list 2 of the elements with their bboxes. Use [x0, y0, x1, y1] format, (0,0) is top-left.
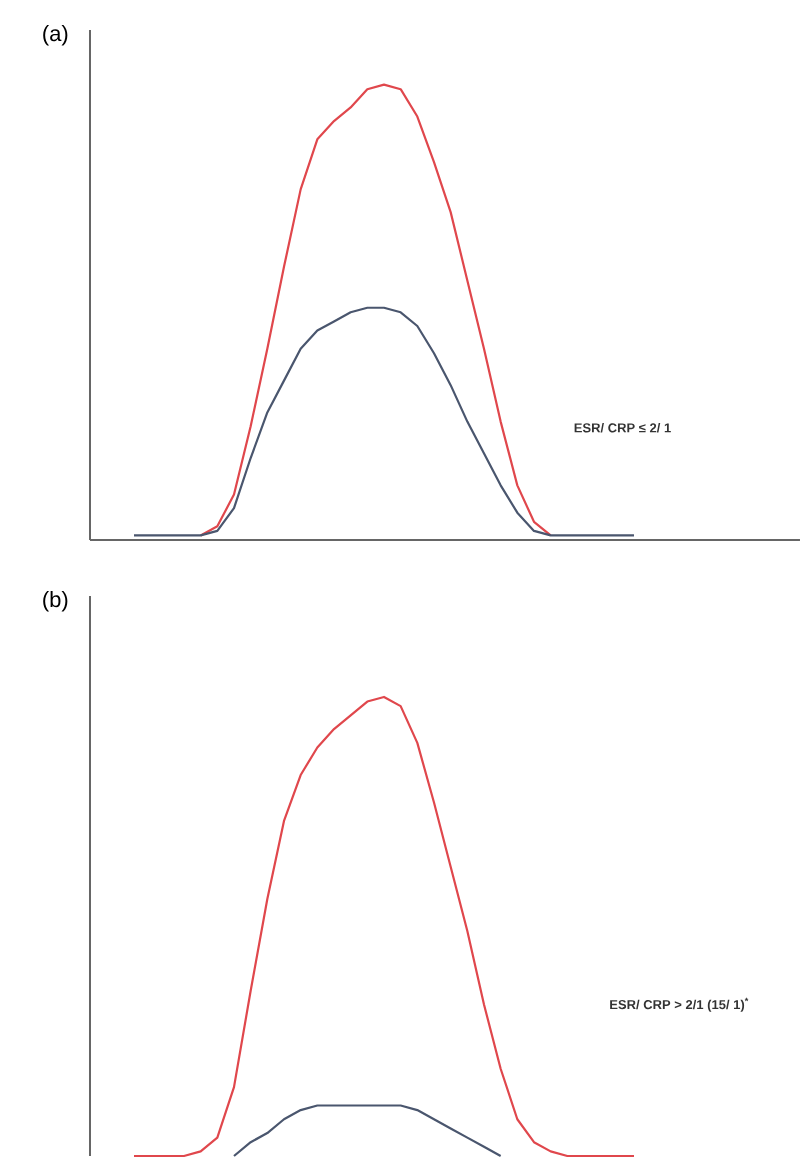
chart-title: (a): [43, 25, 68, 46]
chart-title: (b): [43, 591, 68, 612]
